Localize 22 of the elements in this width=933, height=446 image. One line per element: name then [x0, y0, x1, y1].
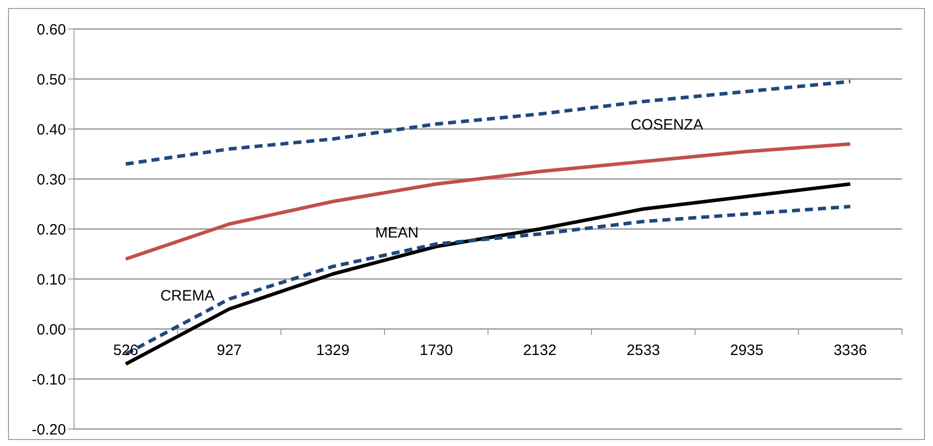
- x-tick-label: 3336: [834, 342, 867, 359]
- y-tick-label: 0.10: [36, 271, 66, 288]
- y-tick-label: 0.30: [36, 171, 66, 188]
- x-tick-label: 2132: [523, 342, 556, 359]
- line-series: [124, 80, 852, 166]
- annotation: CREMA: [160, 287, 215, 304]
- y-tick-label: -0.20: [32, 421, 66, 438]
- y-tick-label: 0.40: [36, 121, 66, 138]
- x-tick-label: 2935: [730, 342, 764, 359]
- x-tick-label: 1730: [420, 342, 453, 359]
- line-series: [124, 142, 852, 261]
- x-tick-label: 526: [113, 342, 138, 359]
- annotation: MEAN: [375, 224, 419, 242]
- y-tick-label: 0.20: [36, 221, 66, 238]
- y-tick-label: 0.50: [36, 71, 66, 88]
- x-tick-label: 927: [216, 342, 242, 359]
- x-tick-label: 2533: [626, 342, 660, 359]
- annotation: COSENZA: [630, 116, 704, 134]
- y-tick-label: -0.10: [32, 371, 66, 388]
- y-tick-label: 0.60: [36, 21, 66, 38]
- y-tick-label: 0.00: [36, 321, 66, 338]
- x-tick-label: 1329: [316, 342, 350, 359]
